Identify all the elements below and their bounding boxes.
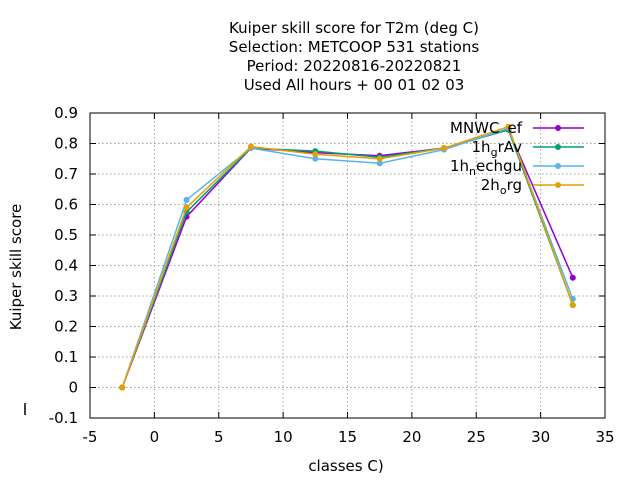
series-line bbox=[121, 125, 574, 388]
x-tick-label: 20 bbox=[402, 428, 421, 446]
y-tick-label: 0.3 bbox=[54, 287, 78, 305]
title-line-2: Selection: METCOOP 531 stations bbox=[229, 38, 480, 56]
y-tick-label: -0.1 bbox=[49, 409, 78, 427]
legend-label: 1hnechgu bbox=[450, 157, 522, 178]
x-tick-labels: -5 0 5 10 15 20 25 30 35 bbox=[83, 428, 615, 446]
x-tick-label: 30 bbox=[531, 428, 550, 446]
data-point bbox=[569, 302, 576, 309]
title-line-3: Period: 20220816-20220821 bbox=[247, 57, 462, 75]
data-point bbox=[183, 196, 190, 203]
plot-frame bbox=[89, 112, 606, 419]
y-tick-label: 0.2 bbox=[54, 318, 78, 336]
data-point bbox=[505, 123, 512, 130]
x-tick-label: 5 bbox=[214, 428, 224, 446]
legend-label: MNWC ef bbox=[450, 119, 523, 137]
legend-marker bbox=[555, 182, 561, 188]
legend-item: 1hnechgu bbox=[450, 157, 584, 178]
y-tick-label: 0 bbox=[68, 379, 78, 397]
x-tick-label: 10 bbox=[274, 428, 293, 446]
data-series bbox=[119, 123, 576, 391]
data-point bbox=[376, 155, 383, 162]
x-tick-label: 35 bbox=[595, 428, 614, 446]
data-point bbox=[441, 145, 448, 152]
data-point bbox=[312, 151, 319, 158]
y-tick-label: 0.8 bbox=[54, 135, 78, 153]
x-tick-label: 25 bbox=[467, 428, 486, 446]
series-line bbox=[121, 127, 574, 388]
y-tick-label: 0.1 bbox=[54, 348, 78, 366]
data-point bbox=[569, 274, 576, 281]
series-2h_org bbox=[119, 123, 576, 391]
data-point bbox=[312, 155, 319, 162]
legend-item: 1hgrAv bbox=[472, 138, 584, 159]
y-axis-label: Kuiper skill score bbox=[7, 204, 25, 331]
title-line-1: Kuiper skill score for T2m (deg C) bbox=[229, 19, 479, 37]
y-tick-labels: -0.1 0 0.1 0.2 0.3 0.4 0.5 0.6 0.7 0.8 0.9 bbox=[49, 104, 78, 427]
series-line bbox=[121, 128, 574, 388]
legend-item: 2horg bbox=[481, 176, 584, 197]
legend-marker bbox=[555, 125, 561, 131]
data-point bbox=[376, 160, 383, 167]
legend-label: 2horg bbox=[481, 176, 522, 197]
legend-item: MNWC ef bbox=[450, 119, 584, 137]
data-point bbox=[247, 143, 254, 150]
grid-lines bbox=[90, 113, 605, 418]
data-point bbox=[119, 384, 126, 391]
y-tick-label: 0.7 bbox=[54, 165, 78, 183]
legend-marker bbox=[555, 163, 561, 169]
y-tick-label: 0.6 bbox=[54, 196, 78, 214]
legend-marker bbox=[555, 144, 561, 150]
x-axis-label: classes C) bbox=[308, 457, 383, 475]
chart-title: Kuiper skill score for T2m (deg C) Selec… bbox=[229, 19, 480, 94]
x-tick-label: -5 bbox=[83, 428, 98, 446]
title-line-4: Used All hours + 00 01 02 03 bbox=[244, 76, 465, 94]
legend-label: 1hgrAv bbox=[472, 138, 523, 159]
y-tick-label: 0.9 bbox=[54, 104, 78, 122]
y-tick-label: 0.4 bbox=[54, 257, 78, 275]
x-tick-label: 15 bbox=[338, 428, 357, 446]
y-tick-label: 0.5 bbox=[54, 226, 78, 244]
x-tick-label: 0 bbox=[150, 428, 160, 446]
data-point bbox=[183, 204, 190, 211]
